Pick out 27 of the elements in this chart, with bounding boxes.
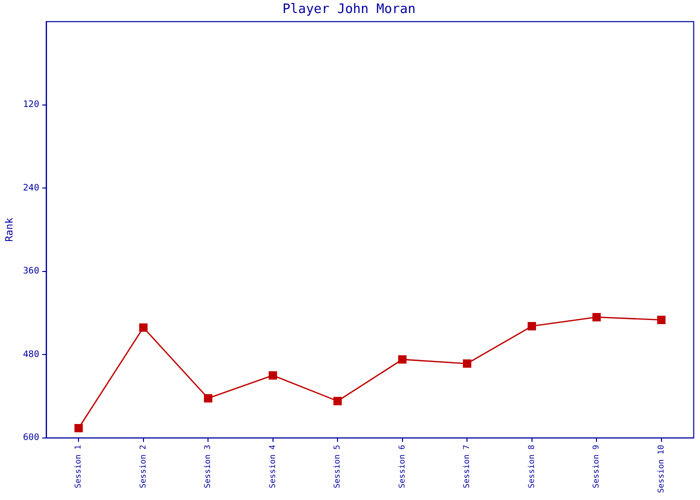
x-tick-label: Session 10 bbox=[656, 444, 666, 494]
x-tick-label: Session 9 bbox=[592, 444, 601, 488]
x-tick-label: Session 3 bbox=[203, 444, 212, 488]
y-tick-label: 240 bbox=[22, 183, 40, 194]
x-tick-label: Session 4 bbox=[268, 444, 277, 488]
x-tick-label: Session 8 bbox=[526, 444, 536, 488]
x-tick-label: Session 5 bbox=[332, 444, 342, 488]
point bbox=[398, 355, 407, 364]
y-tick-label: 360 bbox=[22, 266, 40, 277]
point bbox=[204, 394, 212, 402]
x-tick-label: Session 7 bbox=[462, 444, 472, 488]
point bbox=[333, 396, 342, 406]
point bbox=[139, 323, 148, 332]
point bbox=[74, 424, 83, 432]
point bbox=[528, 322, 536, 330]
point bbox=[592, 312, 601, 322]
y-tick-label: 600 bbox=[22, 433, 40, 444]
y-tick-label: 120 bbox=[22, 100, 40, 110]
point bbox=[268, 371, 278, 380]
x-tick-label: Session 2 bbox=[138, 444, 148, 488]
x-tick-label: Session 6 bbox=[397, 444, 406, 488]
point bbox=[462, 359, 472, 368]
chart-title: Player John Moran bbox=[282, 2, 416, 18]
x-tick-label: Session 1 bbox=[74, 444, 83, 488]
y-tick-label: 480 bbox=[22, 350, 40, 360]
point bbox=[657, 316, 666, 324]
y-axis-title: Rank bbox=[4, 218, 16, 242]
